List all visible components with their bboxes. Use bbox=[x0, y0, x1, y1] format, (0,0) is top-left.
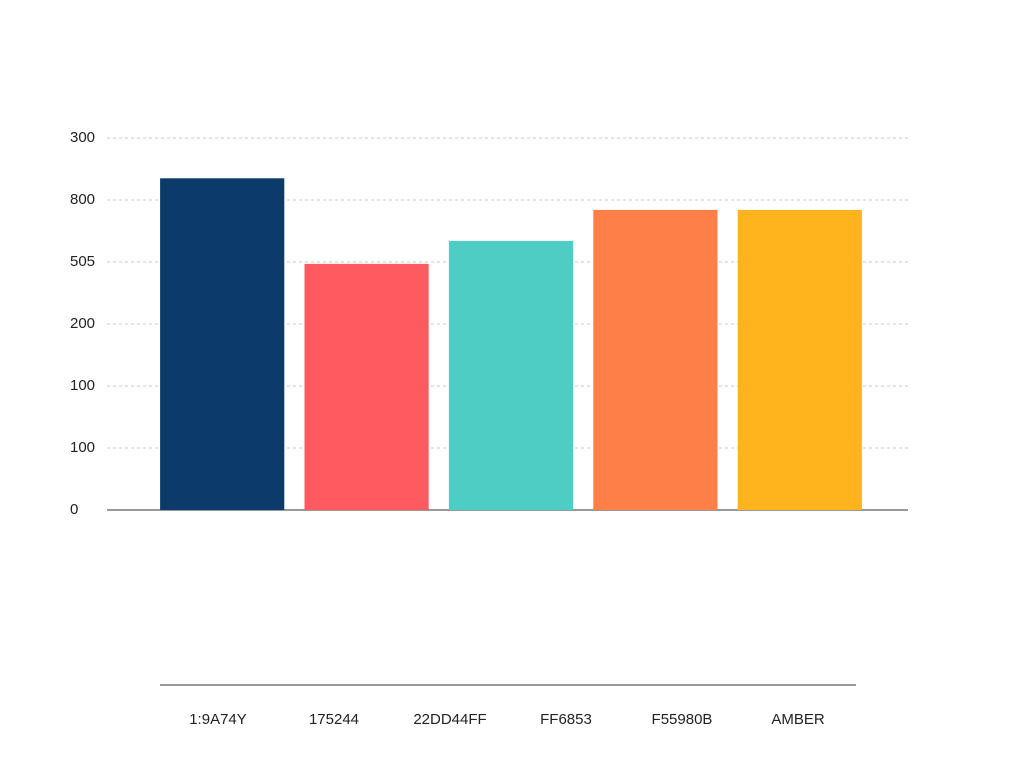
bar bbox=[737, 209, 862, 511]
x-label: 22DD44FF bbox=[413, 711, 486, 728]
y-tick-label: 0 bbox=[70, 501, 78, 518]
y-tick-label: 505 bbox=[70, 253, 95, 270]
y-tick-label: 100 bbox=[70, 377, 95, 394]
y-tick-label: 800 bbox=[70, 191, 95, 208]
x-label: AMBER bbox=[771, 711, 825, 728]
y-tick-label: 200 bbox=[70, 315, 95, 332]
x-label: F55980B bbox=[652, 711, 713, 728]
y-tick-label: 100 bbox=[70, 439, 95, 456]
bar bbox=[160, 178, 285, 511]
y-tick-label: 300 bbox=[70, 129, 95, 146]
x-label: FF6853 bbox=[540, 711, 592, 728]
x-label: 175244 bbox=[309, 711, 359, 728]
bar bbox=[448, 240, 574, 511]
bar bbox=[593, 209, 718, 511]
bar bbox=[304, 263, 429, 510]
x-label: 1:9A74Y bbox=[189, 711, 247, 728]
